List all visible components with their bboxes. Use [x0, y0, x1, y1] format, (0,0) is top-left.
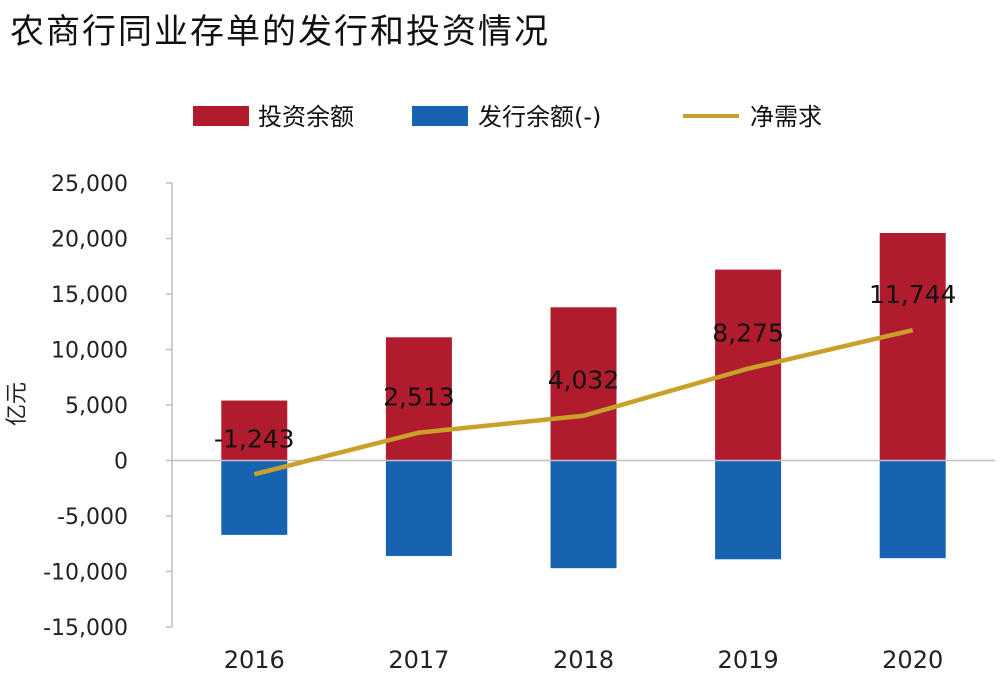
- x-tick-label: 2019: [718, 646, 779, 674]
- legend-label-1: 发行余额(-): [478, 103, 601, 131]
- y-tick-label: 20,000: [51, 228, 128, 253]
- x-tick-label: 2018: [553, 646, 614, 674]
- y-tick-label: -5,000: [57, 505, 128, 530]
- chart-title: 农商行同业存单的发行和投资情况: [10, 12, 550, 52]
- bar-investment-2016: [221, 400, 288, 461]
- legend-swatch-1: [412, 106, 468, 126]
- x-tick-label: 2017: [388, 646, 449, 674]
- bar-issuance-2020: [879, 460, 946, 559]
- data-label-net-demand-2016: -1,243: [214, 424, 295, 453]
- bar-issuance-2017: [385, 460, 452, 556]
- y-tick-label: -15,000: [43, 616, 128, 641]
- bar-investment-2020: [879, 232, 946, 461]
- y-tick-label: 25,000: [51, 172, 128, 197]
- bars: [221, 232, 946, 569]
- y-tick-label: -10,000: [43, 561, 128, 586]
- data-label-net-demand-2019: 8,275: [712, 319, 784, 348]
- bar-issuance-2016: [221, 460, 288, 535]
- bar-issuance-2019: [715, 460, 782, 560]
- y-axis-title: 亿元: [5, 382, 30, 426]
- y-axis: 25,000 20,000 15,000 10,000 5,000 0 -5,000 -10,…: [5, 172, 173, 641]
- legend-swatch-0: [193, 106, 249, 126]
- y-tick-label: 5,000: [65, 394, 128, 419]
- data-label-net-demand-2017: 2,513: [383, 383, 455, 412]
- bar-issuance-2018: [550, 460, 617, 569]
- x-tick-label: 2020: [882, 646, 943, 674]
- legend-label-2: 净需求: [750, 103, 822, 131]
- legend-label-0: 投资余额: [258, 103, 354, 131]
- x-tick-label: 2016: [224, 646, 285, 674]
- data-label-net-demand-2020: 11,744: [869, 280, 956, 309]
- y-tick-label: 10,000: [51, 339, 128, 364]
- legend: 投资余额 发行余额(-) 净需求: [193, 103, 822, 131]
- data-labels: -1,243 2,513 4,032 8,275 11,744: [214, 280, 956, 453]
- y-tick-label: 15,000: [51, 283, 128, 308]
- line-series: [253, 327, 914, 477]
- y-tick-label: 0: [114, 450, 128, 475]
- data-label-net-demand-2018: 4,032: [548, 366, 620, 395]
- bar-investment-2018: [550, 307, 617, 461]
